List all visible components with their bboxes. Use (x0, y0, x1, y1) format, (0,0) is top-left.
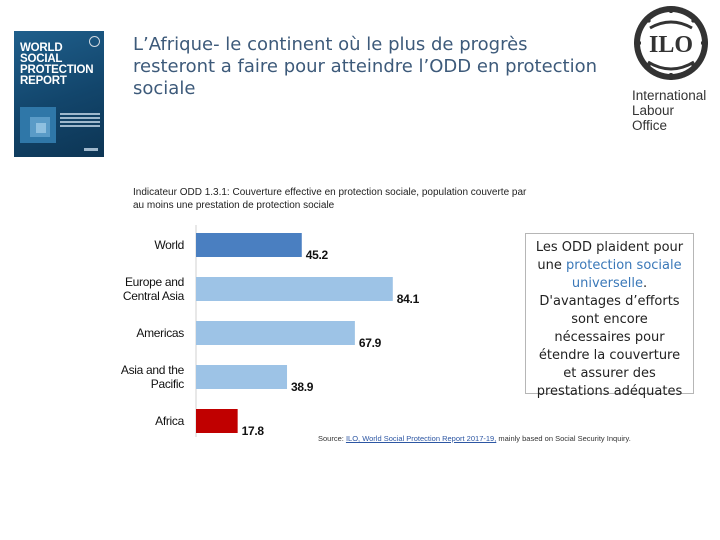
bar-africa (196, 409, 238, 433)
source-note: Source: ILO, World Social Protection Rep… (318, 434, 631, 443)
source-suffix: mainly based on Social Security Inquiry. (496, 434, 631, 443)
value-label: 45.2 (306, 248, 329, 262)
bar-asia-and-the-pacific (196, 365, 288, 389)
bar-world (196, 233, 302, 257)
value-label: 17.8 (242, 424, 265, 437)
source-link[interactable]: ILO, World Social Protection Report 2017… (345, 434, 497, 443)
value-label: 67.9 (359, 336, 382, 350)
bar-chart: World 45.2 Europe and Central Asia 84.1 Ameri… (121, 225, 420, 437)
source-prefix: Source: (318, 434, 346, 443)
bar-europe-and-central-asia (196, 277, 393, 301)
category-label: Asia and the Pacific (121, 363, 185, 391)
callout-highlight: protection sociale universelle (566, 258, 682, 291)
ilo-logo: ILO International Labour Office (628, 4, 714, 133)
cover-square-inner (36, 123, 46, 133)
ilo-org-name: International Labour Office (632, 88, 707, 133)
ilo-emblem-text: ILO (649, 32, 693, 58)
callout-text-end: . D'avantages d’efforts sont encore néce… (536, 276, 683, 399)
bar-americas (196, 321, 355, 345)
value-label: 84.1 (397, 292, 420, 306)
cover-ilo-mark (89, 36, 100, 47)
cover-title: WORLD SOCIAL PROTECTION REPORT (20, 42, 94, 87)
callout-box: Les ODD plaident pour une protection soc… (525, 233, 694, 399)
slide-title: L’Afrique- le continent où le plus de pr… (133, 34, 598, 99)
category-label: World (154, 238, 184, 252)
cover-year (84, 148, 98, 151)
callout-text-start: Les ODD plaident pour une (535, 240, 684, 273)
ilo-emblem-icon: ILO (634, 6, 708, 80)
chart-title: Indicateur ODD 1.3.1: Couverture effecti… (133, 187, 527, 211)
category-label: Africa (155, 414, 185, 428)
cover-text-lines (60, 113, 100, 115)
report-cover-image: WORLD SOCIAL PROTECTION REPORT (14, 31, 104, 157)
category-label: Americas (136, 326, 184, 340)
category-label: Europe and Central Asia (123, 275, 185, 303)
value-label: 38.9 (291, 380, 314, 394)
